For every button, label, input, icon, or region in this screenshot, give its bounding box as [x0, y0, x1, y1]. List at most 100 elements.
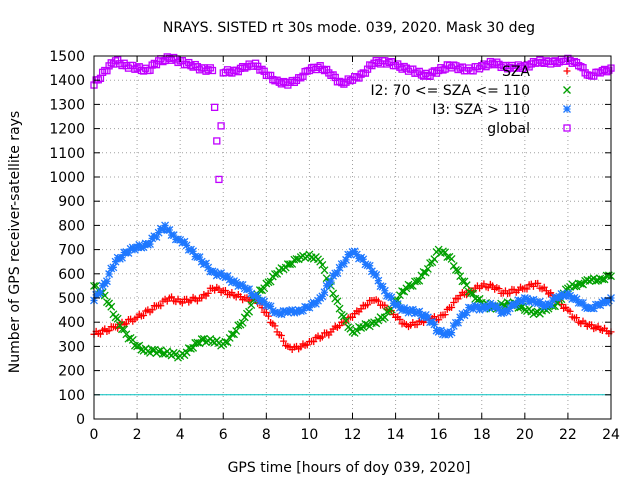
data-point — [342, 255, 350, 264]
data-point — [393, 300, 402, 309]
data-point — [331, 73, 339, 82]
data-point — [140, 312, 148, 320]
y-tick-label: 100 — [58, 388, 85, 404]
x-tick-label: 20 — [516, 427, 534, 443]
data-point — [355, 254, 363, 263]
data-point — [471, 301, 480, 310]
data-point — [178, 238, 187, 247]
data-point — [215, 175, 223, 184]
data-point — [312, 65, 320, 74]
series-3 — [90, 221, 615, 339]
data-point — [378, 282, 387, 291]
data-point — [178, 299, 186, 307]
data-point — [158, 349, 167, 358]
data-point — [286, 306, 294, 315]
data-point — [510, 301, 519, 310]
data-point — [169, 231, 178, 240]
data-point — [154, 347, 163, 356]
data-point — [383, 307, 391, 316]
data-point — [471, 63, 479, 71]
data-point — [505, 304, 514, 313]
data-point — [223, 272, 232, 280]
data-point — [310, 338, 318, 346]
data-point — [118, 61, 126, 70]
x-axis-title: GPS time [hours of doy 039, 2020] — [228, 460, 471, 476]
data-point — [105, 327, 113, 335]
data-point — [591, 277, 600, 285]
data-point — [103, 67, 111, 75]
y-tick-label: 400 — [58, 315, 85, 331]
chart-title: NRAYS. SISTED rt 30s mode. 039, 2020. Ma… — [163, 20, 535, 36]
data-point — [120, 325, 129, 334]
legend: SZA I2: 70 <= SZA <= 110 I3: SZA > 110 glob… — [370, 64, 571, 137]
data-point — [370, 269, 379, 278]
data-point — [520, 294, 529, 302]
x-tick-label: 0 — [90, 427, 99, 443]
data-point — [100, 291, 109, 300]
x-tick-label: 2 — [133, 427, 142, 443]
data-point — [380, 313, 389, 322]
data-point — [294, 306, 303, 315]
data-point — [260, 297, 269, 306]
data-point — [350, 247, 359, 256]
data-point — [316, 62, 324, 70]
data-point — [146, 66, 154, 74]
y-tick-label: 1400 — [49, 73, 85, 89]
data-point — [469, 305, 478, 313]
data-point — [180, 237, 189, 246]
data-point — [298, 306, 307, 315]
data-point — [366, 61, 374, 69]
data-point — [460, 277, 469, 286]
data-point — [576, 279, 585, 288]
data-point — [113, 253, 122, 262]
data-point — [333, 297, 342, 306]
data-point — [168, 293, 176, 301]
data-point — [435, 316, 443, 324]
data-point — [484, 302, 493, 311]
data-point — [408, 305, 417, 314]
data-point — [165, 226, 174, 234]
data-point — [105, 270, 114, 278]
data-point — [423, 313, 432, 322]
data-point — [266, 71, 275, 80]
data-point — [271, 322, 279, 330]
data-point — [260, 284, 269, 293]
data-point — [202, 259, 210, 268]
y-tick-label: 1500 — [49, 49, 85, 65]
data-point — [109, 263, 118, 272]
data-point — [447, 254, 456, 263]
y-axis-title: Number of GPS receiver-satellite rays — [7, 111, 23, 373]
data-point — [320, 266, 329, 275]
data-point — [139, 243, 148, 252]
data-point — [320, 288, 329, 297]
data-point — [421, 268, 430, 277]
y-tick-label: 800 — [58, 218, 85, 234]
y-tick-label: 1200 — [49, 122, 85, 138]
data-point — [579, 64, 587, 72]
data-point — [573, 314, 581, 322]
data-point — [280, 337, 288, 345]
data-point — [357, 70, 365, 78]
data-point — [523, 294, 531, 303]
grid — [94, 56, 611, 419]
data-point — [264, 312, 272, 320]
data-point — [318, 292, 327, 301]
data-point — [245, 307, 254, 316]
data-point — [256, 66, 264, 74]
data-point — [534, 279, 542, 287]
data-point — [227, 278, 236, 287]
data-point — [352, 250, 361, 259]
data-point — [199, 260, 208, 269]
legend-label: SZA — [502, 64, 530, 80]
data-point — [439, 247, 447, 256]
y-tick-label: 700 — [58, 243, 85, 259]
data-point — [311, 299, 320, 308]
data-point — [380, 286, 389, 295]
data-point — [506, 289, 514, 297]
data-point — [451, 265, 460, 274]
data-point — [262, 309, 270, 317]
data-point — [124, 249, 133, 257]
data-point — [204, 263, 213, 272]
data-point — [355, 74, 363, 82]
